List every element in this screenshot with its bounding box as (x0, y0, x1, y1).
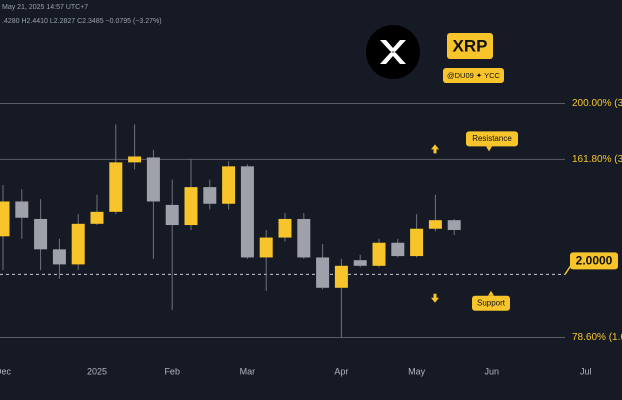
x-tick-label: Feb (164, 366, 180, 376)
candle-body (184, 187, 198, 226)
logo-subtitle: @DU09 ✦ YCC (447, 71, 501, 80)
x-tick-label: Dec (0, 366, 11, 376)
candle-body (316, 257, 330, 288)
annotation-arrow (431, 293, 439, 303)
candle-body (203, 187, 217, 204)
header-date: May 21, 2025 14:57 UTC+7 (2, 4, 88, 11)
fib-level-label: 161.80% (3. (572, 154, 622, 165)
x-tick-label: 2025 (87, 366, 107, 376)
annotation-text: Resistance (472, 134, 512, 143)
x-tick-label: May (408, 366, 426, 376)
candle-body (90, 211, 104, 224)
candle-body (128, 156, 142, 163)
candle-body (15, 201, 29, 218)
x-tick-label: Jul (580, 366, 592, 376)
logo-subtitle-box (443, 68, 504, 83)
candle-body (391, 242, 405, 257)
fib-level-label: 200.00% (3. (572, 98, 622, 109)
candle-body (410, 228, 424, 257)
candle-body (278, 218, 292, 238)
price-label-box (570, 252, 618, 270)
annotation-box (466, 131, 518, 147)
header-ohlc: .4280 H2.4410 L2.2827 C2.3485 −0.0795 (−… (2, 18, 162, 25)
annotation-pointer (486, 146, 492, 152)
candle-body (428, 220, 442, 229)
x-tick-label: Apr (334, 366, 348, 376)
candle-body (222, 166, 236, 204)
logo-title: XRP (453, 36, 488, 55)
candle-body (447, 220, 461, 230)
candle-body (109, 162, 123, 212)
candle-body (0, 201, 10, 237)
candle-body (240, 166, 254, 258)
candle-body (34, 218, 48, 250)
candle-body (334, 265, 348, 288)
candle-body (353, 260, 367, 266)
logo-title-box (447, 33, 493, 59)
candle-body (71, 223, 85, 265)
logo-icon (380, 40, 406, 64)
candle-body (297, 218, 311, 258)
logo-circle (366, 25, 420, 79)
annotation-arrow (431, 144, 439, 154)
annotation-box (472, 295, 510, 311)
candle-body (146, 157, 160, 202)
candle-body (165, 204, 179, 226)
annotation-pointer (488, 290, 494, 296)
annotation-text: Support (477, 298, 506, 307)
candle-body (52, 249, 66, 265)
candle-body (259, 237, 273, 258)
x-tick-label: Mar (240, 366, 256, 376)
candle-body (372, 242, 386, 266)
x-tick-label: Jun (485, 366, 500, 376)
price-label: 2.0000 (576, 254, 613, 268)
logo: XRP @DU09 ✦ YCC (366, 25, 504, 83)
fib-level-label: 78.60% (1.6 (572, 332, 622, 343)
